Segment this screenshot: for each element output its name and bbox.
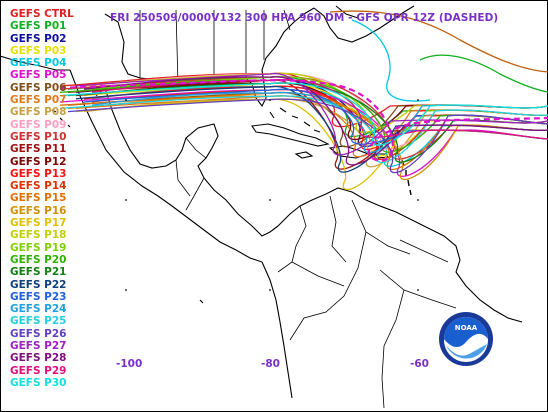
country-borders bbox=[277, 195, 457, 409]
legend-item-gefs-p16: GEFS P16 bbox=[10, 204, 67, 217]
contour-excursion bbox=[329, 10, 548, 73]
legend-item-gefs-p19: GEFS P19 bbox=[10, 241, 67, 254]
map-title: FRI 250509/0000V132 300 HPA 960 DM - GFS… bbox=[110, 12, 499, 24]
legend-item-gefs-p09: GEFS P09 bbox=[10, 118, 67, 131]
operational-contour-dashed bbox=[59, 79, 548, 162]
jamaica-island bbox=[294, 151, 314, 159]
grid-dots bbox=[125, 99, 419, 291]
legend-item-gefs-p08: GEFS P08 bbox=[10, 106, 67, 119]
pacific-coast bbox=[69, 69, 263, 263]
legend-item-gefs-p25: GEFS P25 bbox=[10, 315, 67, 328]
west-coast bbox=[0, 55, 70, 71]
mexico-central-america-coast bbox=[104, 87, 279, 237]
legend-item-gefs-p15: GEFS P15 bbox=[10, 192, 67, 205]
mexico-borders bbox=[95, 87, 207, 211]
legend-item-gefs-p27: GEFS P27 bbox=[10, 340, 67, 353]
legend-item-gefs-p11: GEFS P11 bbox=[10, 143, 67, 156]
lon-label-60w: -60 bbox=[410, 358, 429, 370]
legend-item-gefs-p20: GEFS P20 bbox=[10, 253, 67, 266]
coastlines bbox=[0, 5, 523, 409]
legend-item-gefs-p30: GEFS P30 bbox=[10, 376, 67, 389]
legend-item-gefs-p05: GEFS P05 bbox=[10, 69, 67, 82]
contour-gefs-p28 bbox=[83, 76, 548, 166]
southwest-islands bbox=[51, 109, 487, 335]
legend-item-gefs-p21: GEFS P21 bbox=[10, 266, 67, 279]
legend-item-gefs-p24: GEFS P24 bbox=[10, 303, 67, 316]
legend-item-gefs-p02: GEFS P02 bbox=[10, 32, 67, 45]
legend-item-gefs-p06: GEFS P06 bbox=[10, 81, 67, 94]
contour-gefs-p30 bbox=[59, 82, 548, 146]
ensemble-contours bbox=[59, 10, 548, 191]
us-states bbox=[139, 9, 291, 85]
legend-item-gefs-ctrl: GEFS CTRL bbox=[10, 8, 74, 20]
contour-gefs-p25 bbox=[59, 95, 548, 163]
south-america-coast bbox=[261, 187, 523, 399]
cuba-island bbox=[251, 123, 330, 147]
legend-item-gefs-p07: GEFS P07 bbox=[10, 94, 67, 107]
legend-item-gefs-p22: GEFS P22 bbox=[10, 278, 67, 291]
legend-item-gefs-p28: GEFS P28 bbox=[10, 352, 67, 365]
legend-item-gefs-p29: GEFS P29 bbox=[10, 364, 67, 377]
legend-item-gefs-p23: GEFS P23 bbox=[10, 290, 67, 303]
legend-item-gefs-p17: GEFS P17 bbox=[10, 217, 67, 230]
legend-item-gefs-p13: GEFS P13 bbox=[10, 167, 67, 180]
contour-gefs-p16 bbox=[67, 95, 548, 180]
legend-item-gefs-p03: GEFS P03 bbox=[10, 44, 67, 57]
contour-excursion bbox=[351, 19, 431, 102]
legend-item-gefs-p10: GEFS P10 bbox=[10, 130, 67, 143]
ensemble-legend: GEFS CTRL GEFS P01 GEFS P02 GEFS P03 GEFS P0… bbox=[10, 8, 74, 389]
contour-excursion bbox=[419, 54, 548, 93]
lon-label-100w: -100 bbox=[116, 358, 143, 370]
legend-item-gefs-p18: GEFS P18 bbox=[10, 229, 67, 242]
legend-item-gefs-p14: GEFS P14 bbox=[10, 180, 67, 193]
noaa-logo-text: NOAA bbox=[455, 324, 478, 332]
bahamas-islands bbox=[269, 107, 321, 133]
legend-item-gefs-p04: GEFS P04 bbox=[10, 57, 67, 70]
legend-item-gefs-p12: GEFS P12 bbox=[10, 155, 67, 168]
lon-label-80w: -80 bbox=[261, 358, 280, 370]
legend-item-gefs-p26: GEFS P26 bbox=[10, 327, 67, 340]
legend-item-gefs-p01: GEFS P01 bbox=[10, 20, 67, 33]
noaa-logo: NOAA bbox=[439, 312, 493, 366]
